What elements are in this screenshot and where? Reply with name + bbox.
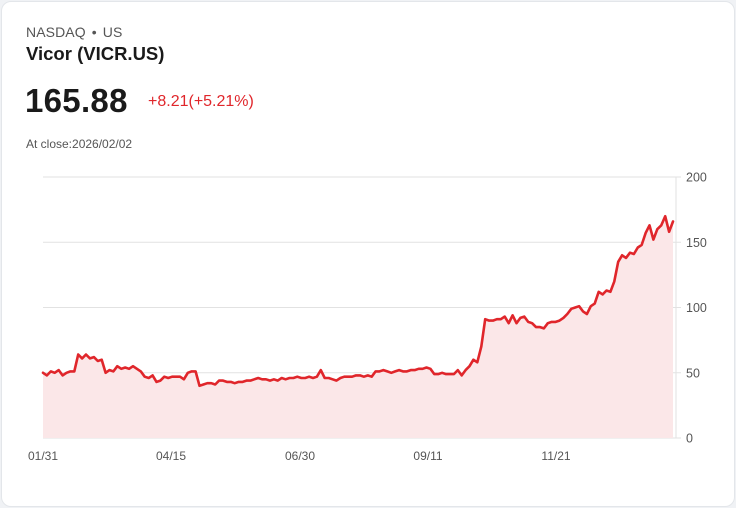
y-tick-label: 200 bbox=[686, 171, 707, 185]
price-area-fill bbox=[43, 216, 673, 438]
price-change: +8.21(+5.21%) bbox=[148, 93, 254, 110]
at-close-date: At close:2026/02/02 bbox=[26, 137, 133, 151]
stock-title: Vicor (VICR.US) bbox=[26, 43, 165, 64]
exchange-name: NASDAQ bbox=[26, 24, 86, 40]
current-price: 165.88 bbox=[25, 82, 128, 119]
x-axis: 01/31 04/15 06/30 09/11 11/21 bbox=[28, 449, 571, 463]
y-tick-label: 0 bbox=[686, 432, 693, 446]
x-tick-label: 04/15 bbox=[156, 449, 186, 463]
y-tick-label: 100 bbox=[686, 301, 707, 315]
x-tick-label: 09/11 bbox=[413, 449, 442, 463]
x-tick-label: 06/30 bbox=[285, 449, 315, 463]
separator-dot: • bbox=[91, 24, 97, 40]
y-axis: 0 50 100 150 200 bbox=[686, 171, 707, 446]
y-tick-label: 50 bbox=[686, 366, 700, 380]
exchange-line: NASDAQ • US bbox=[26, 24, 122, 40]
market-name: US bbox=[102, 24, 123, 40]
x-tick-label: 01/31 bbox=[28, 449, 58, 463]
x-tick-label: 11/21 bbox=[541, 449, 570, 463]
y-tick-label: 150 bbox=[686, 236, 707, 250]
price-line bbox=[41, 214, 675, 388]
